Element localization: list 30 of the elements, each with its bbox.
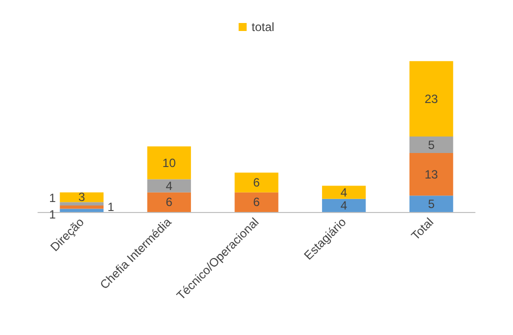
data-label: 6 xyxy=(253,195,260,210)
data-label: 4 xyxy=(166,178,173,193)
data-label: 4 xyxy=(340,198,348,212)
bar xyxy=(322,186,366,199)
data-label: 6 xyxy=(166,195,173,210)
data-label: 1 xyxy=(49,207,56,222)
legend-label: total xyxy=(252,20,274,34)
bar xyxy=(147,179,191,192)
bar xyxy=(60,205,104,209)
data-label: 13 xyxy=(424,167,438,182)
data-label: 23 xyxy=(424,92,438,106)
data-label: 4 xyxy=(340,185,348,200)
bar xyxy=(234,172,278,192)
bar xyxy=(409,136,454,153)
bar xyxy=(60,202,104,206)
bar xyxy=(322,198,366,212)
data-label: 3 xyxy=(78,190,86,204)
data-label: 1 xyxy=(108,200,115,214)
data-label: 5 xyxy=(428,196,435,211)
data-label: 1 xyxy=(49,190,56,205)
bar xyxy=(147,146,191,180)
data-label: 10 xyxy=(162,156,176,170)
bar xyxy=(409,152,454,196)
data-label: 5 xyxy=(428,138,435,152)
bar xyxy=(234,192,278,212)
bar xyxy=(147,192,191,212)
data-label: 6 xyxy=(253,175,260,190)
bar xyxy=(60,208,104,212)
bar xyxy=(409,196,454,212)
bar xyxy=(409,61,454,137)
